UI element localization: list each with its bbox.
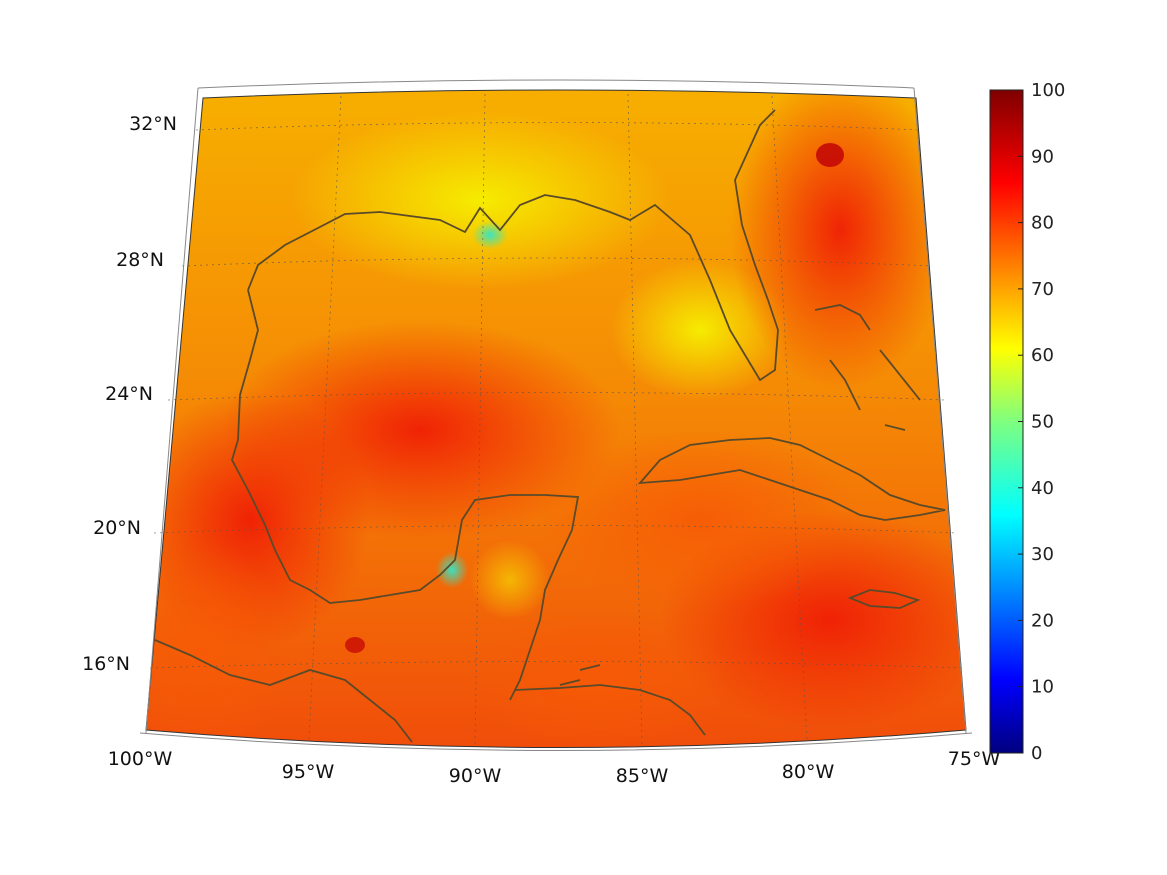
- lon-label-95: 95°W: [282, 761, 335, 783]
- colorbar-tick-label: 30: [1031, 544, 1054, 565]
- coastlines: [154, 109, 946, 743]
- colorbar-tick-label: 100: [1031, 80, 1065, 101]
- central-america-coast: [514, 684, 706, 736]
- colorbar-tick-label: 70: [1031, 279, 1054, 300]
- honduras-islands: [559, 664, 601, 686]
- colorbar-tick-label: 90: [1031, 146, 1054, 167]
- colorbar-tick-label: 20: [1031, 610, 1054, 631]
- colorbar-tick-label: 50: [1031, 412, 1054, 433]
- longitude-labels: 100°W 95°W 90°W 85°W 80°W 75°W: [108, 748, 1001, 787]
- cuba: [637, 437, 946, 521]
- colorbar-tick-label: 0: [1031, 743, 1042, 764]
- colorbar-ticks: 0 10 20 30 40 50 60 70 80 90 100: [1018, 80, 1065, 764]
- colorbar: 0 10 20 30 40 50 60 70 80 90 100: [989, 80, 1065, 764]
- colorbar-tick-label: 10: [1031, 677, 1054, 698]
- lon-label-85: 85°W: [616, 765, 669, 787]
- map-frame: [139, 79, 973, 751]
- bahamas: [814, 304, 921, 431]
- colorbar-tick-label: 40: [1031, 478, 1054, 499]
- latitude-labels: 32°N 28°N 24°N 20°N 16°N: [82, 113, 177, 675]
- lat-label-32: 32°N: [129, 113, 177, 135]
- colorbar-tick-label: 80: [1031, 213, 1054, 234]
- lon-label-100: 100°W: [108, 748, 173, 770]
- lat-label-20: 20°N: [93, 517, 141, 539]
- pacific-coast: [154, 639, 413, 743]
- lat-label-24: 24°N: [105, 383, 153, 405]
- us-gulf-coast: [247, 109, 779, 382]
- lon-label-75: 75°W: [948, 748, 1001, 770]
- jamaica: [847, 589, 921, 609]
- graticule: [149, 93, 966, 746]
- colorbar-tick-label: 60: [1031, 345, 1054, 366]
- lon-label-80: 80°W: [782, 761, 835, 783]
- mexico-gulf-coast: [231, 289, 580, 701]
- lon-label-90: 90°W: [449, 765, 502, 787]
- lat-label-28: 28°N: [116, 249, 164, 271]
- map-data-field: [146, 90, 966, 748]
- lat-label-16: 16°N: [82, 653, 130, 675]
